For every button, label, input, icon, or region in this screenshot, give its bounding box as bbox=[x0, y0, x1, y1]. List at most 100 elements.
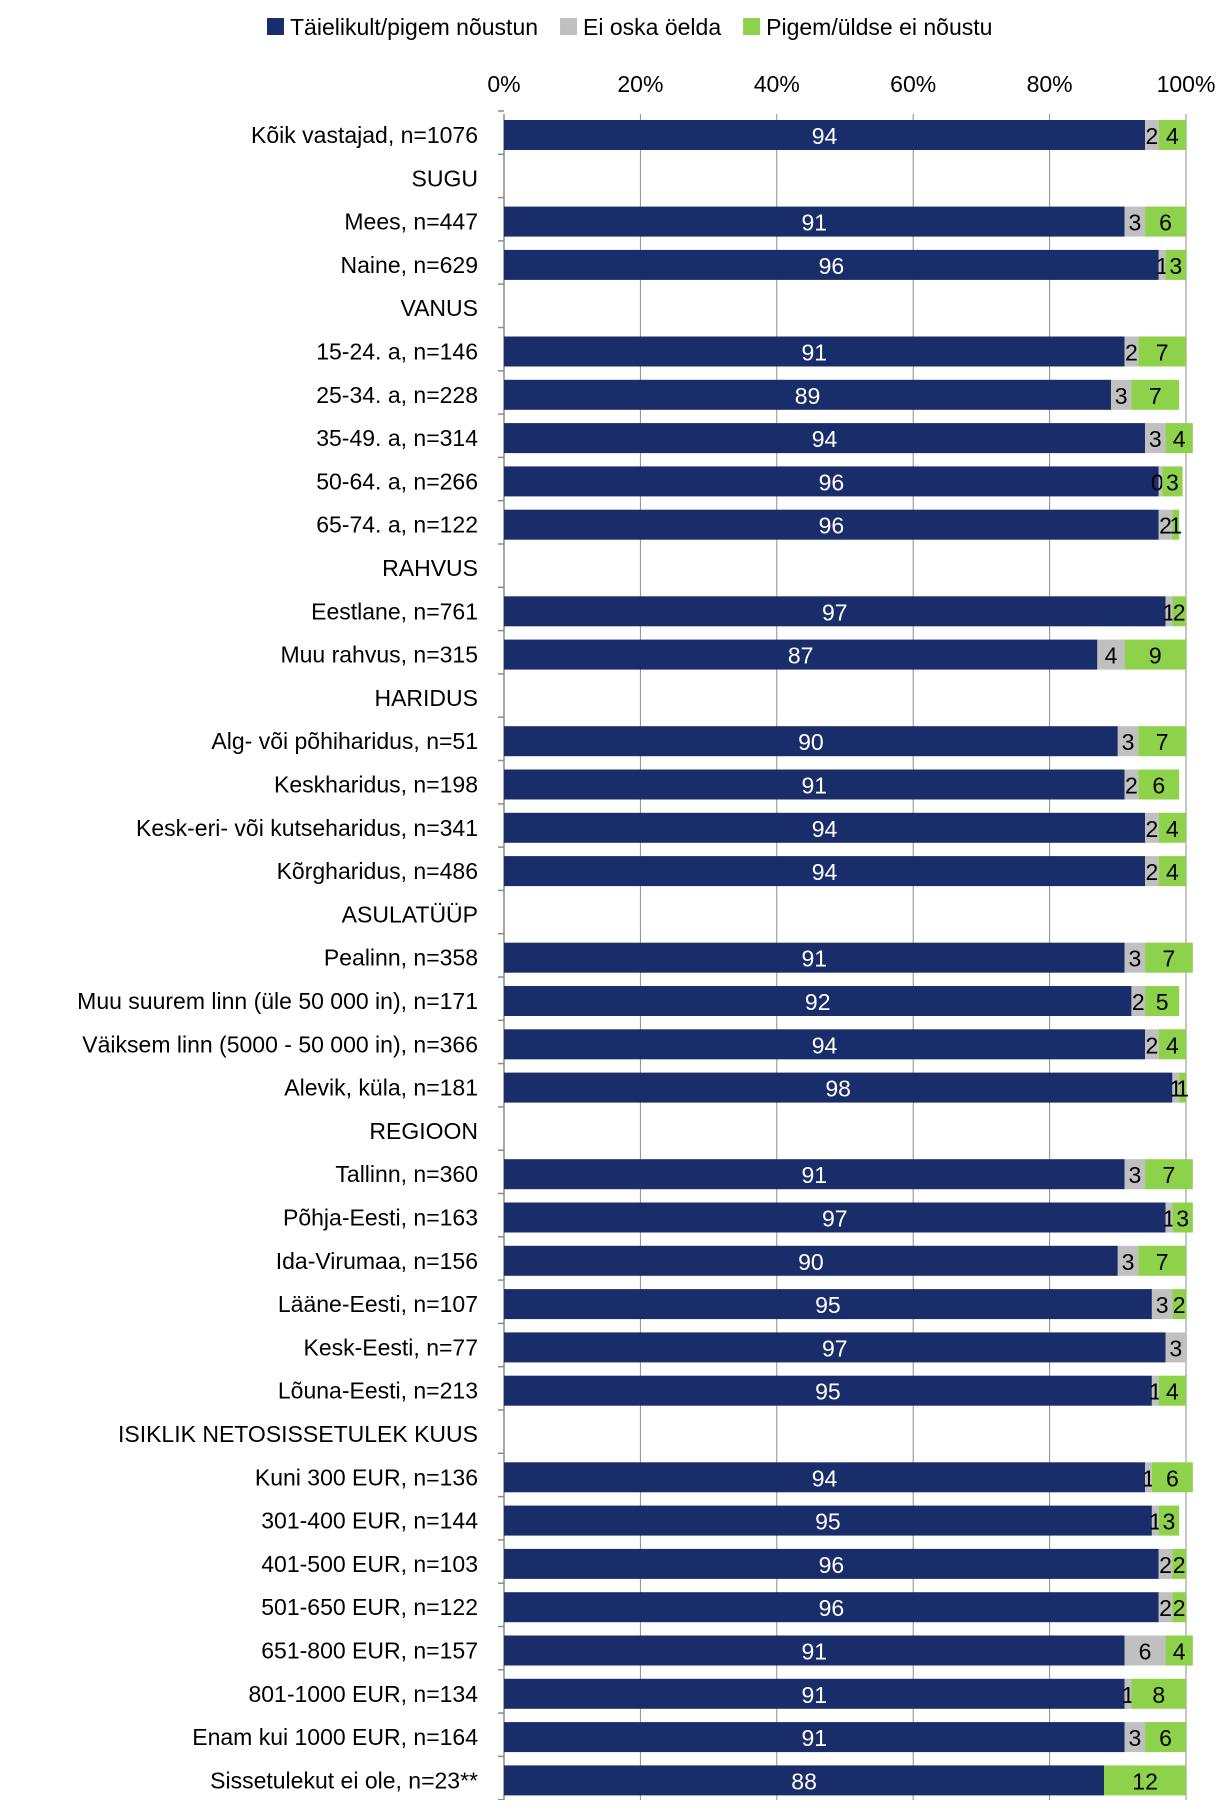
bar-segment bbox=[1124, 1722, 1146, 1753]
category-label: Alevik, küla, n=181 bbox=[284, 1075, 478, 1101]
data-label: 3 bbox=[1169, 253, 1182, 279]
data-label: 9 bbox=[1149, 643, 1162, 669]
data-label: 91 bbox=[802, 210, 828, 236]
data-label: 90 bbox=[798, 1249, 824, 1275]
data-label: 3 bbox=[1128, 1725, 1141, 1751]
bar-segment bbox=[1158, 249, 1166, 280]
data-label: 2 bbox=[1159, 1552, 1172, 1578]
legend-swatch bbox=[267, 18, 284, 35]
bar-segment bbox=[504, 726, 1118, 757]
bar-segment bbox=[1172, 1548, 1186, 1579]
bar-segment bbox=[1117, 726, 1139, 757]
data-label: 6 bbox=[1166, 1465, 1179, 1491]
x-tick-label: 0% bbox=[487, 71, 520, 97]
data-label: 1 bbox=[1149, 1379, 1162, 1405]
category-label: ASULATÜÜP bbox=[342, 901, 478, 927]
legend-swatch bbox=[560, 18, 578, 35]
data-label: 2 bbox=[1173, 1292, 1186, 1318]
bar-segment bbox=[1165, 1635, 1193, 1666]
data-label: 4 bbox=[1166, 816, 1179, 842]
category-label: Enam kui 1000 EUR, n=164 bbox=[192, 1724, 478, 1750]
bar-segment bbox=[1172, 1072, 1180, 1103]
data-label: 94 bbox=[812, 1032, 838, 1058]
data-label: 3 bbox=[1122, 729, 1135, 755]
category-label: Ida-Virumaa, n=156 bbox=[276, 1248, 478, 1274]
category-label: Mees, n=447 bbox=[344, 209, 478, 235]
data-label: 91 bbox=[802, 1725, 828, 1751]
bar-segment bbox=[1104, 1765, 1186, 1796]
bar-segment bbox=[504, 1029, 1146, 1060]
legend-label: Ei oska öelda bbox=[583, 14, 721, 40]
data-label: 1 bbox=[1169, 1076, 1182, 1102]
bar-segment bbox=[1158, 856, 1186, 887]
data-label: 4 bbox=[1166, 123, 1179, 149]
data-label: 7 bbox=[1156, 729, 1169, 755]
data-label: 96 bbox=[819, 1552, 845, 1578]
bar-segment bbox=[1145, 1462, 1152, 1493]
bar-segment bbox=[1172, 596, 1186, 627]
bar-segment bbox=[1165, 596, 1173, 627]
data-label: 1 bbox=[1142, 1465, 1155, 1491]
bar-segment bbox=[1097, 639, 1125, 670]
bar-segment bbox=[1145, 856, 1159, 887]
bar-segment bbox=[504, 1765, 1105, 1796]
bar-segment bbox=[504, 986, 1132, 1016]
bar-segment bbox=[504, 769, 1125, 800]
bar-segment bbox=[504, 1159, 1125, 1190]
data-label: 94 bbox=[812, 123, 838, 149]
bar-segment bbox=[504, 1289, 1152, 1320]
data-label: 5 bbox=[1156, 989, 1169, 1015]
bar-segment bbox=[1124, 1678, 1132, 1709]
category-label: 801-1000 EUR, n=134 bbox=[248, 1681, 478, 1707]
bar-segment bbox=[1158, 1029, 1186, 1060]
data-label: 89 bbox=[795, 383, 821, 409]
bar-segment bbox=[504, 1548, 1159, 1579]
bar-segment bbox=[1124, 206, 1146, 237]
category-label: Muu suurem linn (üle 50 000 in), n=171 bbox=[77, 988, 478, 1014]
bar-segment bbox=[504, 466, 1159, 497]
data-label: 92 bbox=[805, 989, 831, 1015]
bar-segment bbox=[1151, 1462, 1193, 1493]
data-label: 87 bbox=[788, 643, 814, 669]
bar-segment bbox=[1138, 336, 1186, 367]
category-label: 401-500 EUR, n=103 bbox=[261, 1551, 478, 1577]
category-label: Kuni 300 EUR, n=136 bbox=[255, 1464, 478, 1490]
data-label: 96 bbox=[819, 469, 845, 495]
data-label: 3 bbox=[1128, 946, 1141, 972]
legend-label: Pigem/üldse ei nõustu bbox=[766, 14, 992, 40]
data-label: 7 bbox=[1156, 340, 1169, 366]
bar-segment bbox=[1124, 1635, 1166, 1666]
category-label: 501-650 EUR, n=122 bbox=[261, 1594, 478, 1620]
category-label: Sissetulekut ei ole, n=23** bbox=[210, 1767, 478, 1793]
bar-segment bbox=[1165, 423, 1193, 454]
data-label: 97 bbox=[822, 599, 848, 625]
data-label: 2 bbox=[1146, 816, 1159, 842]
data-label: 95 bbox=[815, 1292, 841, 1318]
data-label: 1 bbox=[1149, 1509, 1162, 1535]
bar-segment bbox=[1138, 769, 1180, 800]
bar-segment bbox=[1145, 812, 1159, 843]
bar-segment bbox=[504, 423, 1146, 454]
data-label: 3 bbox=[1128, 1162, 1141, 1188]
category-label: Väiksem linn (5000 - 50 000 in), n=366 bbox=[82, 1031, 478, 1057]
bar-segment bbox=[1124, 336, 1139, 367]
category-label: 50-64. a, n=266 bbox=[316, 468, 478, 494]
category-label: Kesk-eri- või kutseharidus, n=341 bbox=[136, 815, 478, 841]
data-label: 98 bbox=[825, 1076, 851, 1102]
category-label: Keskharidus, n=198 bbox=[274, 772, 478, 798]
category-label: Eestlane, n=761 bbox=[311, 598, 478, 624]
data-label: 2 bbox=[1173, 599, 1186, 625]
bar-segment bbox=[504, 206, 1125, 237]
bar-segment bbox=[504, 1592, 1159, 1623]
bar-segment bbox=[504, 596, 1166, 627]
data-label: 3 bbox=[1176, 1206, 1189, 1232]
data-label: 12 bbox=[1132, 1768, 1158, 1794]
data-label: 7 bbox=[1156, 1249, 1169, 1275]
data-label: 88 bbox=[791, 1768, 817, 1794]
data-label: 6 bbox=[1159, 1725, 1172, 1751]
bar-segment bbox=[504, 856, 1146, 887]
bar-segment bbox=[1145, 1159, 1193, 1190]
data-label: 95 bbox=[815, 1509, 841, 1535]
data-label: 3 bbox=[1169, 1335, 1182, 1361]
